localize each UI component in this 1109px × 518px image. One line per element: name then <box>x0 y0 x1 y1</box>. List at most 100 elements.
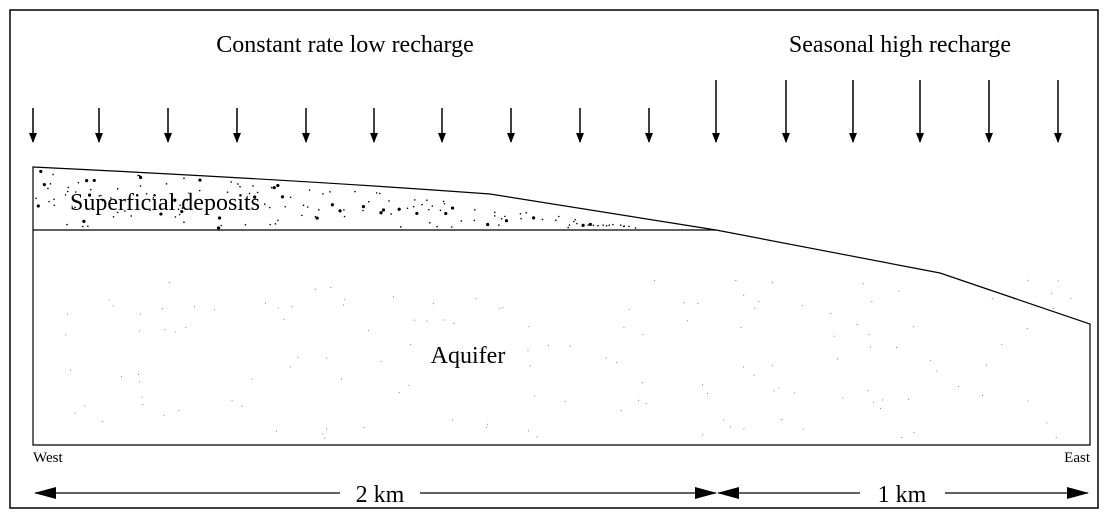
speck <box>142 404 144 406</box>
speck <box>87 193 92 197</box>
speck <box>1070 297 1072 299</box>
speck <box>426 320 428 322</box>
speckles <box>35 169 1072 439</box>
speck <box>1050 292 1052 294</box>
speck <box>908 399 910 401</box>
speck <box>735 279 737 281</box>
speck <box>982 394 984 396</box>
speck <box>48 200 50 203</box>
speck <box>322 433 324 435</box>
speck <box>180 209 184 214</box>
speck <box>315 216 319 220</box>
speck <box>504 219 509 223</box>
speck <box>139 330 141 332</box>
speck <box>1053 307 1055 309</box>
speck <box>743 428 745 430</box>
speck <box>567 226 569 229</box>
speck <box>101 420 103 422</box>
speck <box>486 426 488 428</box>
speck <box>136 200 138 202</box>
speck <box>1055 436 1057 438</box>
speck <box>527 350 529 352</box>
speck <box>168 281 170 283</box>
speck <box>1027 400 1029 402</box>
west-label: West <box>33 450 63 466</box>
speck <box>314 215 317 218</box>
speck <box>547 345 549 347</box>
speck <box>74 191 77 193</box>
speck <box>252 185 254 187</box>
speck <box>375 192 378 194</box>
speck <box>280 195 285 199</box>
speck <box>289 196 292 199</box>
speck <box>862 283 864 285</box>
speck <box>706 392 708 394</box>
speck <box>499 307 501 309</box>
speck <box>683 302 685 304</box>
speck <box>871 300 873 302</box>
frame <box>9 9 1099 509</box>
speck <box>525 212 528 214</box>
speck <box>868 334 870 336</box>
speck <box>1001 344 1003 346</box>
speck <box>39 169 43 174</box>
speck <box>275 430 277 432</box>
lower-layer-label: Aquifer <box>431 343 506 369</box>
speck <box>493 211 496 214</box>
speck <box>1027 279 1029 281</box>
speck <box>139 185 142 187</box>
speck <box>81 225 84 228</box>
speck <box>390 213 392 215</box>
speck <box>248 192 251 195</box>
recharge-arrows <box>29 80 1062 143</box>
speck <box>654 280 656 282</box>
speck <box>47 187 49 190</box>
speck <box>428 208 430 211</box>
speck <box>100 194 102 197</box>
speck <box>253 195 257 199</box>
speck <box>856 324 858 326</box>
speck <box>1046 422 1048 424</box>
speck <box>217 216 222 220</box>
speck <box>302 204 305 207</box>
speck <box>592 224 595 227</box>
speck <box>833 335 835 337</box>
speck <box>936 370 938 372</box>
speck <box>110 197 112 199</box>
speck <box>173 198 177 202</box>
speck <box>421 203 423 206</box>
speck <box>67 186 70 189</box>
speck <box>230 181 233 183</box>
speck <box>451 419 453 421</box>
speck <box>410 344 412 346</box>
speck <box>124 210 126 212</box>
speck <box>277 219 279 222</box>
speck <box>179 204 182 207</box>
speck <box>620 409 622 411</box>
speck <box>116 211 119 214</box>
speck <box>536 436 538 438</box>
speck <box>873 401 875 403</box>
speck <box>362 209 364 212</box>
speck <box>49 183 52 185</box>
speck <box>399 226 402 228</box>
speck <box>393 296 395 298</box>
speck <box>330 203 334 207</box>
speck <box>432 303 434 305</box>
speck <box>743 294 745 296</box>
speck <box>340 378 342 380</box>
speck <box>802 428 804 430</box>
speck <box>723 419 725 421</box>
east-label: East <box>1064 450 1091 466</box>
speck <box>450 226 453 228</box>
speck <box>837 358 839 360</box>
speck <box>1057 280 1059 282</box>
speck <box>1026 328 1028 330</box>
speck <box>574 218 576 221</box>
scale-left-label: 2 km <box>356 482 405 508</box>
speck <box>237 183 239 185</box>
speck <box>239 185 241 188</box>
speck <box>343 215 346 218</box>
speck <box>116 188 119 190</box>
speck <box>697 302 699 304</box>
